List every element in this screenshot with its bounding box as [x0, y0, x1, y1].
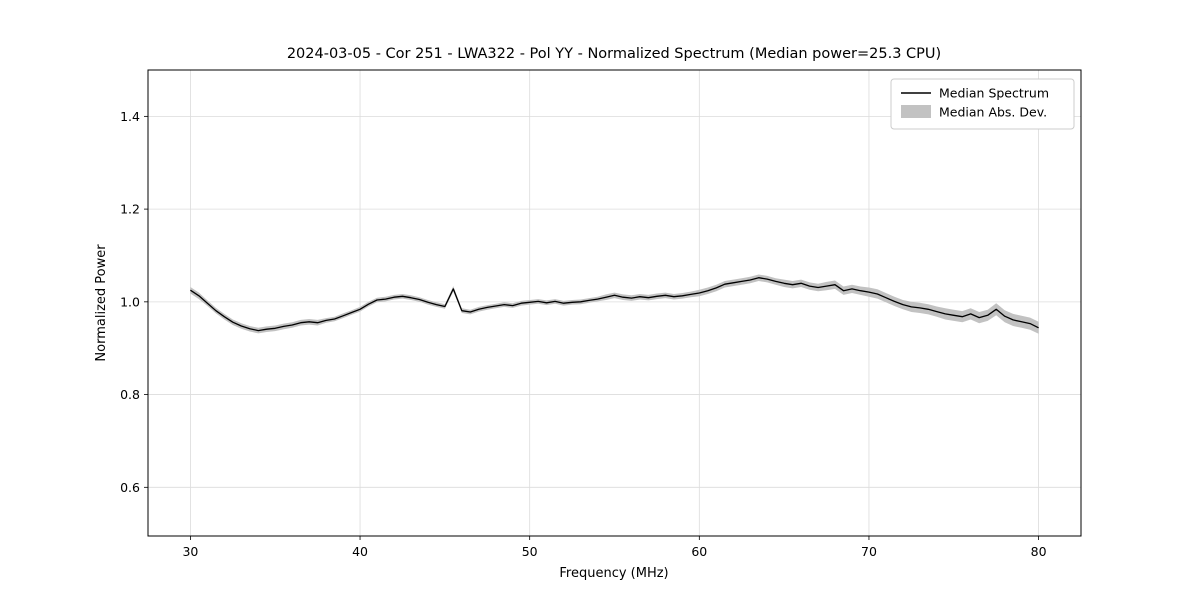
x-axis-label: Frequency (MHz) [559, 566, 668, 581]
y-tick-label: 1.2 [120, 202, 140, 217]
y-tick-label: 0.6 [120, 480, 140, 495]
median-line-layer [190, 277, 1039, 332]
legend-label-median-spectrum: Median Spectrum [939, 86, 1049, 101]
legend-label-median-abs-dev: Median Abs. Dev. [939, 105, 1047, 120]
tick-layer: 30 40 50 60 70 80 0.6 0.8 1.0 1.2 1.4 [120, 109, 1046, 559]
legend: Median Spectrum Median Abs. Dev. [890, 78, 1075, 130]
y-tick-label: 1.0 [120, 294, 140, 309]
y-tick-label: 1.4 [120, 109, 140, 124]
chart-title: 2024-03-05 - Cor 251 - LWA322 - Pol YY -… [287, 46, 941, 62]
legend-frame [890, 78, 1075, 130]
x-tick-label: 80 [1031, 544, 1047, 559]
x-tick-label: 60 [691, 544, 707, 559]
x-tick-label: 30 [182, 544, 198, 559]
x-tick-label: 40 [352, 544, 368, 559]
mad-band [190, 274, 1039, 334]
x-tick-label: 50 [522, 544, 538, 559]
legend-band-sample-icon [901, 105, 931, 118]
axes-frame [147, 69, 1082, 537]
mad-band-layer [190, 274, 1039, 334]
y-tick-label: 0.8 [120, 387, 140, 402]
x-tick-label: 70 [861, 544, 877, 559]
median-spectrum-line [190, 277, 1039, 332]
y-axis-label: Normalized Power [94, 244, 109, 362]
